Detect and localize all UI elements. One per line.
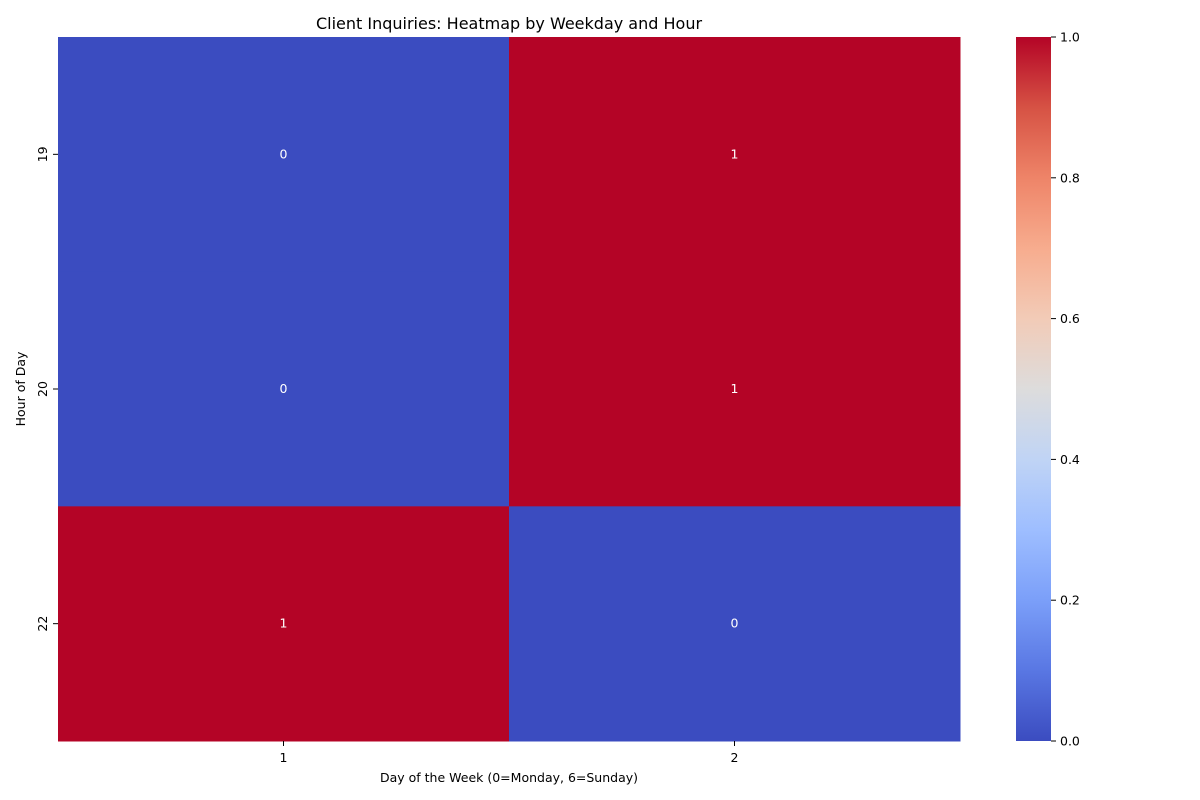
x-tick-label: 2 bbox=[731, 750, 739, 765]
cell-value-label: 0 bbox=[731, 616, 739, 631]
heatmap-cell bbox=[509, 37, 961, 273]
colorbar-tick-label: 0.2 bbox=[1060, 593, 1080, 608]
x-axis-label: Day of the Week (0=Monday, 6=Sunday) bbox=[380, 770, 638, 785]
heatmap-cell bbox=[58, 37, 510, 273]
x-tick-label: 1 bbox=[280, 750, 288, 765]
cell-value-label: 1 bbox=[731, 381, 739, 396]
cell-value-label: 1 bbox=[731, 146, 739, 161]
cell-value-label: 0 bbox=[280, 146, 288, 161]
colorbar-tick-label: 0.6 bbox=[1060, 311, 1080, 326]
heatmap-cell bbox=[58, 506, 510, 742]
heatmap-cell bbox=[58, 271, 510, 507]
heatmap-cell bbox=[509, 271, 961, 507]
colorbar-ticks: 0.0 0.2 0.4 0.6 0.8 1.0 bbox=[1051, 30, 1080, 749]
heatmap-cell bbox=[509, 506, 961, 742]
y-tick-label: 20 bbox=[35, 381, 50, 397]
colorbar-tick-label: 0.0 bbox=[1060, 734, 1080, 749]
heatmap-cells: 0 1 0 1 1 0 bbox=[58, 37, 961, 742]
chart-title: Client Inquiries: Heatmap by Weekday and… bbox=[316, 14, 702, 33]
colorbar bbox=[1016, 37, 1051, 741]
colorbar-tick-label: 0.8 bbox=[1060, 170, 1080, 185]
colorbar-tick-label: 1.0 bbox=[1060, 30, 1080, 45]
cell-value-label: 0 bbox=[280, 381, 288, 396]
y-tick-label: 19 bbox=[35, 146, 50, 162]
y-axis-ticks: 19 20 22 bbox=[35, 146, 58, 632]
colorbar-tick-label: 0.4 bbox=[1060, 452, 1080, 467]
y-axis-label: Hour of Day bbox=[13, 351, 28, 426]
y-tick-label: 22 bbox=[35, 616, 50, 632]
cell-value-label: 1 bbox=[280, 616, 288, 631]
